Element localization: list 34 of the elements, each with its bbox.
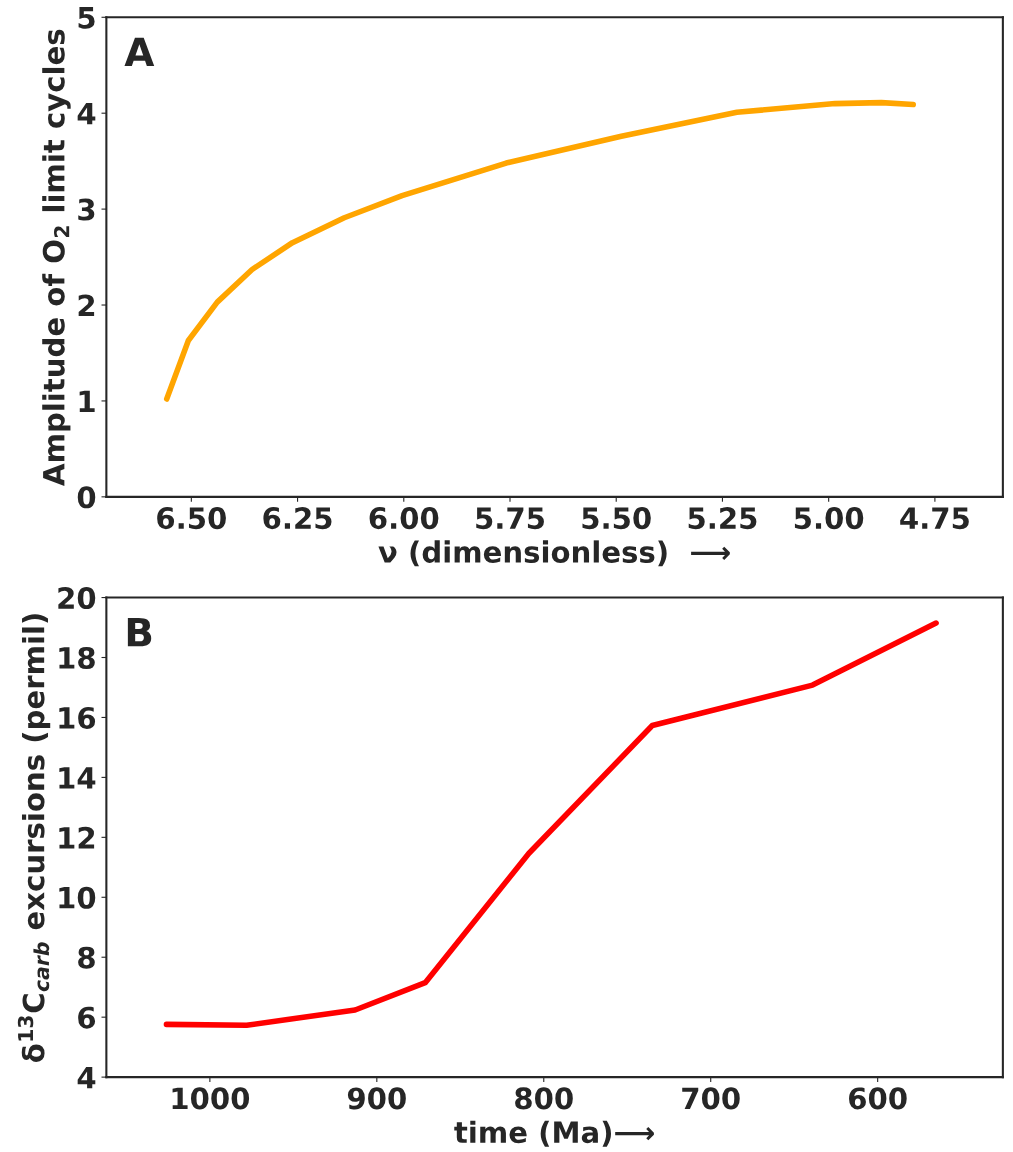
annotation: A — [124, 37, 155, 67]
y-tick-label: 16 — [59, 706, 96, 729]
y-tick-label: 10 — [59, 886, 96, 909]
y-axis-title: Amplitude of O$_{2}$ limit cycles — [42, 29, 71, 486]
y-tick-label: 3 — [78, 198, 95, 221]
y-tick-label: 4 — [77, 1066, 96, 1089]
y-tick-label: 18 — [59, 646, 95, 669]
y-tick-label: 12 — [59, 826, 95, 849]
x-axis-title: time (Ma)⟶ — [454, 1120, 654, 1147]
x-tick-label: 900 — [347, 1087, 406, 1110]
y-tick-label: 4 — [77, 103, 96, 125]
x-tick-label: 5.25 — [688, 507, 757, 530]
x-tick-label: 4.75 — [900, 507, 969, 530]
x-tick-label: 5.00 — [794, 507, 864, 530]
x-tick-label: 5.75 — [476, 507, 544, 530]
y-tick-label: 20 — [58, 586, 96, 610]
x-tick-label: 1000 — [172, 1087, 250, 1110]
x-tick-label: 6.25 — [263, 507, 332, 530]
x-tick-label: 6.00 — [369, 507, 439, 530]
y-tick-label: 0 — [77, 486, 96, 509]
x-tick-label: 700 — [682, 1087, 740, 1110]
y-tick-label: 6 — [78, 1006, 96, 1029]
y-axis-title: δ$^{13}$C$_{carb}$ excursions (permil) — [17, 614, 51, 1062]
y-tick-label: 8 — [78, 946, 95, 969]
annotation: B — [127, 617, 152, 647]
y-tick-label: 2 — [78, 294, 95, 317]
x-tick-label: 6.50 — [157, 507, 226, 530]
x-tick-label: 5.50 — [582, 507, 651, 530]
x-tick-label: 600 — [849, 1087, 907, 1110]
y-tick-label: 1 — [79, 390, 95, 413]
x-tick-label: 800 — [515, 1087, 573, 1110]
y-tick-label: 5 — [78, 7, 95, 29]
y-tick-label: 14 — [59, 767, 96, 789]
x-axis-title: ν (dimensionless) ⟶ — [378, 540, 730, 567]
